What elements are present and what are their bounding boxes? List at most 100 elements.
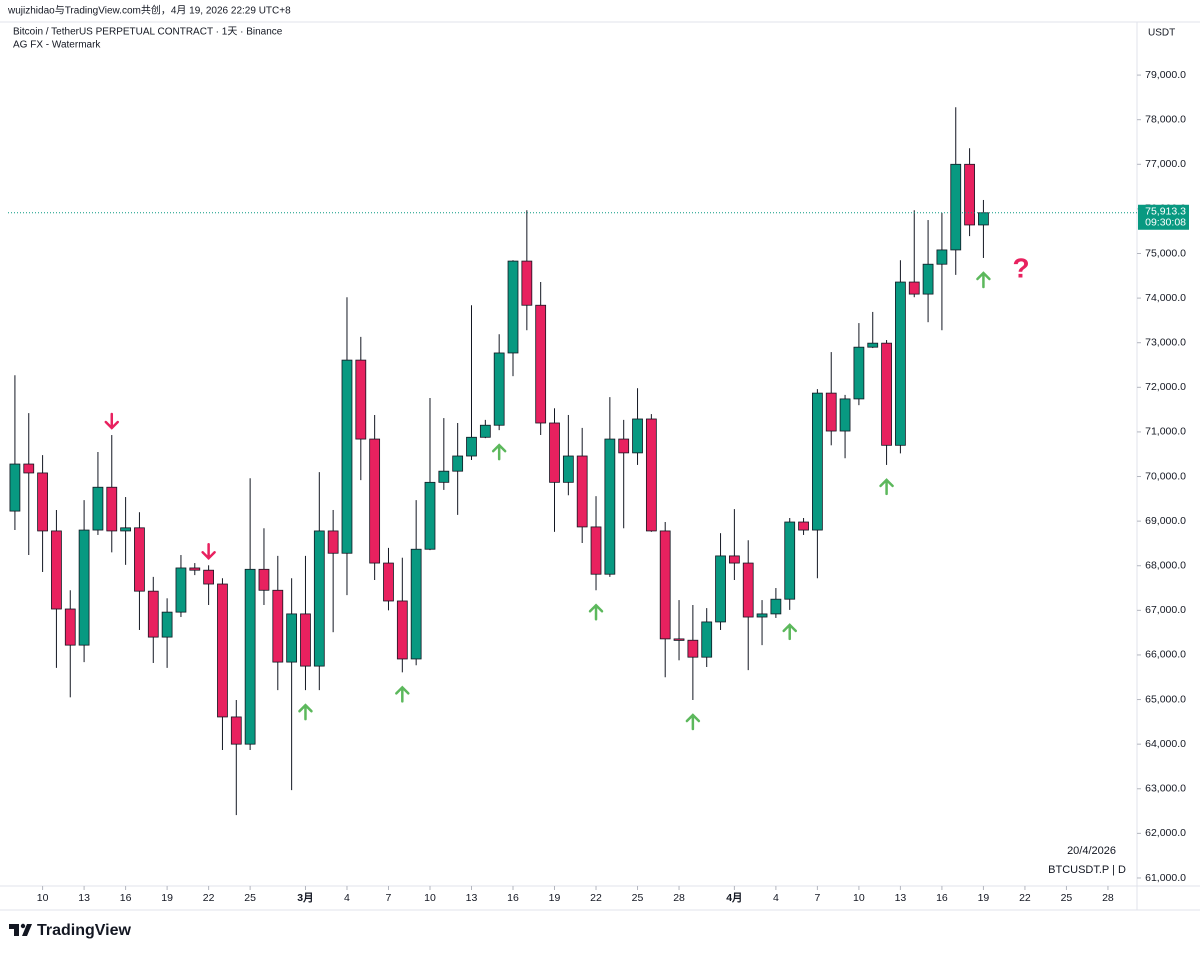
candle-body: [272, 589, 284, 663]
y-tick-label: 70,000.0: [1145, 470, 1186, 482]
x-tick-label: 19: [978, 892, 990, 904]
candle-body: [452, 455, 464, 472]
date-label: 20/4/2026: [1067, 845, 1116, 857]
candle-body: [908, 281, 920, 295]
x-tick-label: 16: [936, 892, 948, 904]
candle-body: [798, 521, 809, 531]
signal-arrow: [588, 603, 604, 621]
candle-body: [341, 359, 353, 554]
x-tick-label: 28: [673, 892, 685, 904]
candle-body: [189, 567, 201, 571]
signal-arrow: [685, 713, 701, 731]
candle-body: [120, 527, 131, 532]
candle-body: [936, 249, 948, 265]
candle-body: [9, 463, 21, 512]
candle-body: [134, 527, 145, 592]
candle-body: [37, 472, 48, 532]
candle-body: [549, 422, 560, 483]
candle-body: [230, 716, 242, 745]
candle-body: [673, 638, 685, 641]
y-tick-label: 78,000.0: [1145, 113, 1186, 125]
x-tick-label: 4: [773, 892, 779, 904]
x-tick-label: 13: [895, 892, 907, 904]
candle-body: [327, 530, 339, 554]
candle-body: [881, 342, 892, 446]
candle-body: [313, 530, 325, 667]
y-tick-label: 69,000.0: [1145, 515, 1186, 527]
candle-body: [244, 568, 256, 745]
x-tick-label: 22: [203, 892, 215, 904]
y-tick-label: 79,000.0: [1145, 69, 1186, 81]
signal-arrow: [976, 271, 991, 289]
y-tick-label: 66,000.0: [1145, 649, 1186, 661]
signal-arrow: [201, 543, 216, 561]
y-tick-label: 73,000.0: [1145, 336, 1186, 348]
x-tick-label: 13: [466, 892, 478, 904]
x-tick-label: 25: [632, 892, 644, 904]
candle-body: [106, 486, 118, 532]
y-tick-label: 61,000.0: [1145, 872, 1186, 884]
x-tick-label: 25: [1061, 892, 1073, 904]
y-tick-label: 68,000.0: [1145, 560, 1186, 572]
signal-arrow: [782, 623, 797, 641]
countdown: 09:30:08: [1145, 217, 1186, 229]
candle-body: [895, 281, 906, 446]
annotation: ?: [1012, 252, 1029, 283]
x-tick-label: 25: [244, 892, 256, 904]
x-tick-label: 16: [507, 892, 519, 904]
candle-body: [286, 613, 298, 663]
candle-body: [383, 562, 394, 602]
symbol-label: BTCUSDT.P | D: [1048, 864, 1126, 876]
candle-body: [479, 424, 491, 438]
candle-body: [784, 521, 796, 600]
candle-body: [715, 555, 726, 623]
logo-text: TradingView: [37, 922, 132, 939]
candle-body: [78, 529, 90, 646]
candle-body: [756, 613, 768, 618]
candle-body: [853, 346, 865, 400]
candle-body: [466, 436, 477, 457]
candle-body: [396, 600, 408, 660]
y-tick-label: 71,000.0: [1145, 426, 1186, 438]
candle-body: [590, 526, 602, 575]
candle-body: [410, 548, 422, 660]
candle-body: [355, 359, 367, 440]
signal-arrow: [395, 685, 410, 703]
candle-body: [867, 342, 879, 348]
header: wujizhidao与TradingView.com共创，4月 19, 2026…: [7, 4, 291, 17]
candle-body: [369, 438, 381, 564]
candle-body: [521, 260, 533, 306]
candle-body: [728, 555, 740, 564]
candle-body: [964, 163, 975, 226]
y-tick-label: 74,000.0: [1145, 292, 1186, 304]
candle-body: [632, 418, 643, 454]
x-tick-label: 22: [1019, 892, 1031, 904]
x-tick-label: 10: [853, 892, 865, 904]
x-tick-label: 13: [78, 892, 90, 904]
candle-body: [424, 481, 436, 550]
candle-body: [217, 583, 228, 718]
candle-body: [535, 304, 547, 424]
price-label: 75,913.3: [1145, 206, 1186, 218]
logo-icon: [20, 923, 26, 929]
candle-body: [493, 352, 505, 426]
x-tick-label: 10: [424, 892, 436, 904]
candle-body: [687, 639, 699, 658]
x-tick-label: 10: [37, 892, 49, 904]
candle-body: [175, 567, 187, 613]
candle-body: [507, 260, 519, 354]
candle-body: [770, 598, 782, 615]
signal-arrow: [104, 412, 120, 430]
logo-icon: [9, 924, 32, 936]
candle-body: [92, 486, 104, 531]
candle-body: [576, 455, 588, 528]
y-tick-label: 65,000.0: [1145, 693, 1186, 705]
x-tick-label: 28: [1102, 892, 1114, 904]
y-tick-label: 75,000.0: [1145, 247, 1186, 259]
y-tick-label: 62,000.0: [1145, 827, 1186, 839]
x-tick-label: 16: [120, 892, 132, 904]
candle-body: [812, 392, 823, 531]
candle-body: [659, 530, 671, 640]
signal-arrow: [879, 478, 894, 496]
